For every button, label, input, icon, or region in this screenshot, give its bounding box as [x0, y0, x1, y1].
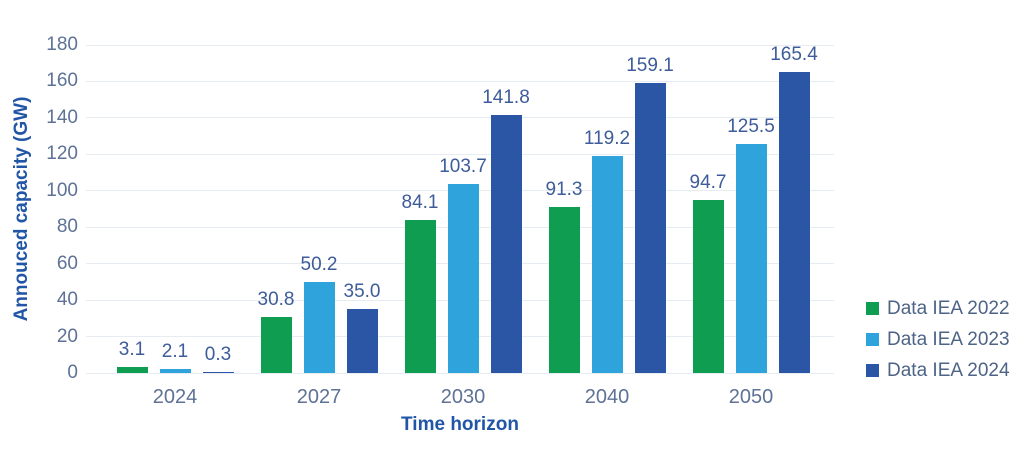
gridline: [86, 44, 834, 46]
value-label: 141.8: [482, 86, 530, 108]
y-tick-label: 20: [56, 325, 78, 347]
y-tick-label: 180: [46, 34, 78, 55]
x-tick-label: 2030: [440, 386, 486, 408]
value-label: 91.3: [545, 178, 583, 200]
bar: [303, 281, 335, 373]
bar: [260, 316, 292, 373]
legend-label: Data IEA 2023: [887, 329, 1010, 350]
y-tick-label: 100: [46, 179, 78, 201]
gridline: [86, 372, 834, 374]
legend-swatch-icon: [866, 364, 879, 377]
value-label: 125.5: [727, 116, 775, 138]
bar: [548, 206, 580, 373]
x-axis-title: Time horizon: [401, 414, 519, 435]
legend-swatch-icon: [866, 333, 879, 346]
bar: [116, 367, 148, 373]
gridline: [86, 153, 834, 155]
value-label: 3.1: [118, 339, 146, 361]
value-label: 0.3: [204, 344, 232, 365]
x-tick-label: 2027: [296, 386, 342, 408]
value-label: 119.2: [583, 127, 631, 149]
value-label: 159.1: [626, 55, 674, 77]
x-tick-label: 2050: [728, 386, 774, 408]
legend-label: Data IEA 2022: [887, 298, 1010, 319]
bar: [159, 369, 191, 373]
legend-label: Data IEA 2024: [887, 360, 1010, 381]
bar: [490, 114, 522, 373]
y-tick-label: 160: [46, 70, 78, 92]
legend-item: Data IEA 2022: [866, 298, 1010, 319]
bar: [591, 155, 623, 373]
value-label: 30.8: [257, 288, 295, 310]
value-label: 165.4: [770, 43, 818, 65]
y-axis-title: Annouced capacity (GW): [11, 96, 32, 322]
x-tick-label: 2040: [584, 386, 630, 408]
x-tick-label: 2024: [152, 386, 198, 408]
value-label: 2.1: [161, 341, 189, 363]
bar: [346, 309, 378, 373]
y-tick-label: 120: [46, 143, 78, 165]
bar: [447, 184, 479, 373]
legend: Data IEA 2022 Data IEA 2023 Data IEA 2024: [866, 298, 1010, 381]
legend-item: Data IEA 2023: [866, 329, 1010, 350]
value-label: 94.7: [689, 172, 727, 194]
bar: [634, 83, 666, 373]
gridline: [86, 80, 834, 82]
legend-swatch-icon: [866, 302, 879, 315]
y-tick-label: 80: [56, 216, 78, 238]
value-label: 50.2: [300, 253, 338, 275]
value-label: 84.1: [401, 191, 439, 213]
y-tick-label: 40: [56, 289, 78, 311]
bar: [735, 144, 767, 373]
bar: [202, 372, 234, 373]
y-tick-label: 60: [56, 252, 78, 274]
bar: [778, 71, 810, 373]
gridline: [86, 117, 834, 119]
value-label: 35.0: [343, 281, 381, 303]
y-tick-label: 0: [67, 362, 78, 383]
bar: [692, 200, 724, 373]
legend-item: Data IEA 2024: [866, 360, 1010, 381]
bar: [404, 219, 436, 373]
value-label: 103.7: [439, 156, 487, 178]
y-tick-label: 140: [46, 106, 78, 128]
